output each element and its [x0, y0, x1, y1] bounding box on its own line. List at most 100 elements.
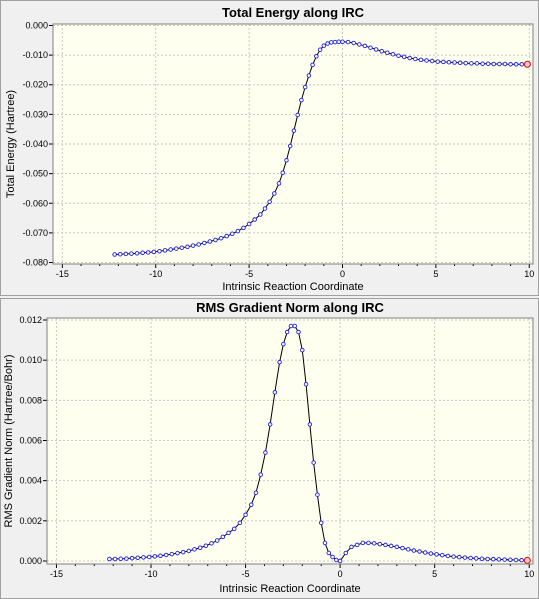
data-point	[429, 58, 435, 64]
x-tick-label: 5	[432, 569, 437, 579]
data-point	[345, 39, 351, 45]
data-point	[284, 158, 289, 163]
data-point	[224, 233, 229, 239]
data-point	[396, 53, 401, 58]
y-tick-label: 0.002	[19, 516, 42, 526]
y-tick-label: -0.040	[22, 139, 48, 149]
data-point	[174, 246, 179, 251]
y-tick-label: 0.006	[19, 435, 42, 445]
data-point	[306, 73, 312, 78]
y-tick-label: -0.070	[22, 228, 48, 238]
data-point	[519, 62, 525, 67]
data-point	[163, 552, 169, 558]
data-point	[214, 538, 220, 543]
x-tick-label: 10	[524, 569, 534, 579]
data-point	[480, 61, 485, 66]
data-point	[469, 61, 474, 66]
data-point	[267, 422, 273, 427]
data-point	[336, 39, 342, 45]
data-point	[413, 56, 418, 62]
plot-border	[52, 23, 534, 265]
data-point	[468, 555, 473, 561]
data-point	[401, 54, 407, 60]
data-point	[267, 199, 272, 205]
data-point	[491, 556, 496, 562]
data-point	[326, 550, 332, 556]
data-point	[295, 112, 300, 118]
data-point	[377, 541, 383, 547]
data-point	[302, 84, 308, 90]
y-axis-label: Total Energy (Hartree)	[5, 90, 17, 198]
data-point	[330, 554, 335, 560]
data-point	[385, 50, 390, 55]
y-tick-label: 0.000	[19, 556, 42, 566]
data-point	[497, 61, 502, 67]
data-point	[263, 450, 268, 455]
y-axis-label: RMS Gradient Norm (Hartree/Bohr)	[3, 355, 15, 528]
data-point	[325, 41, 330, 46]
data-point	[357, 42, 362, 47]
data-point	[185, 244, 190, 250]
data-point	[292, 323, 297, 329]
data-point	[424, 58, 429, 63]
data-point	[145, 250, 151, 255]
data-point	[252, 217, 257, 222]
data-point	[140, 250, 145, 255]
y-tick-label: -0.010	[22, 50, 48, 60]
data-point	[485, 61, 491, 66]
data-point	[134, 251, 140, 256]
data-point	[343, 550, 349, 556]
data-point	[213, 237, 218, 243]
data-point	[141, 555, 146, 560]
data-point	[390, 51, 396, 57]
data-point	[388, 543, 394, 549]
data-point	[299, 97, 304, 103]
data-point	[123, 251, 129, 257]
data-point	[513, 62, 519, 67]
data-point	[418, 57, 424, 63]
data-point	[383, 542, 388, 548]
data-point	[281, 341, 286, 347]
data-point	[151, 249, 157, 255]
y-tick-label: 0.004	[19, 476, 42, 486]
data-point	[277, 359, 282, 365]
data-point	[508, 557, 513, 563]
data-point	[321, 43, 327, 48]
data-point	[117, 251, 123, 257]
data-point	[179, 245, 185, 250]
data-point	[129, 251, 134, 256]
y-tick-label: 0.008	[19, 395, 42, 405]
data-point	[272, 390, 278, 395]
data-point	[162, 248, 168, 253]
data-point	[496, 557, 502, 562]
data-point	[434, 552, 439, 557]
x-tick-label: -15	[56, 269, 69, 279]
data-point	[180, 549, 186, 555]
data-point	[241, 225, 246, 231]
data-point	[445, 553, 451, 559]
data-point	[317, 47, 323, 53]
data-point	[112, 252, 117, 257]
data-point	[462, 555, 468, 560]
y-tick-label: 0.012	[19, 315, 42, 325]
data-point	[334, 557, 339, 563]
data-point	[209, 541, 214, 546]
energy-chart-panel: Total Energy along IRC -15 -10 -5 0 5 10 0.000 -…	[0, 0, 539, 296]
data-point	[124, 556, 129, 561]
data-point	[158, 553, 163, 559]
x-axis-label: Intrinsic Reaction Coordinate	[219, 583, 360, 595]
data-point	[231, 526, 237, 532]
data-point	[508, 62, 513, 67]
x-tick-label: -15	[50, 569, 63, 579]
data-point	[280, 170, 285, 175]
y-tick-label: -0.080	[22, 258, 48, 268]
data-point	[307, 422, 313, 427]
data-point	[441, 59, 446, 65]
data-point	[288, 323, 294, 329]
data-point	[428, 551, 434, 556]
data-point	[190, 243, 196, 248]
data-point	[303, 382, 309, 387]
data-point	[368, 45, 373, 50]
data-point	[332, 39, 338, 45]
data-point	[291, 128, 297, 133]
